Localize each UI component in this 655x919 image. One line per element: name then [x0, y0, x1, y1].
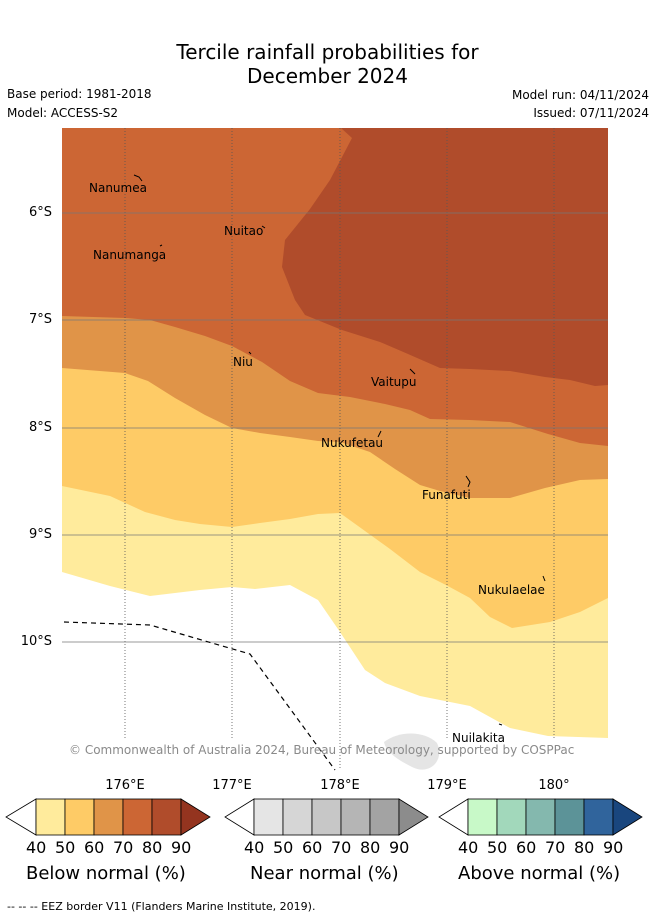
lon-label-179e: 179°E — [427, 778, 467, 793]
cb-below-tick-70: 70 — [113, 838, 134, 857]
model-name: Model: ACCESS-S2 — [7, 106, 119, 120]
place-niu: Niu — [233, 355, 253, 369]
below-normal-80-90-region — [282, 128, 608, 386]
place-nuitao: Nuitao — [224, 224, 264, 238]
cb-below-title: Below normal (%) — [26, 863, 186, 884]
island-marks — [133, 174, 546, 726]
island-nukufetau-mark — [377, 430, 382, 438]
colorbar-above-normal-swatch-1 — [467, 798, 498, 836]
map-lat-lines — [62, 212, 608, 643]
lon-label-180: 180° — [538, 778, 570, 793]
colorbar-above-normal-swatch-5 — [583, 798, 614, 836]
lon-label-178e: 178°E — [320, 778, 360, 793]
colorbar-below-normal-swatch-5 — [151, 798, 182, 836]
place-nanumea: Nanumea — [89, 181, 147, 195]
eez-legend: -- -- -- EEZ border V11 (Flanders Marine… — [7, 900, 316, 913]
colorbars-graphic — [5, 798, 643, 836]
colorbar-near-normal-swatch-5 — [369, 798, 400, 836]
colorbar-below-normal-over-arrow — [180, 798, 211, 836]
cb-above-tick-60: 60 — [516, 838, 537, 857]
cb-below-tick-60: 60 — [84, 838, 105, 857]
near-normal-patch — [384, 733, 440, 770]
model-run: Model run: 04/11/2024 — [511, 88, 649, 102]
island-nanumanga-mark — [159, 244, 163, 247]
colorbar-above-normal-swatch-3 — [525, 798, 556, 836]
title-line-1: Tercile rainfall probabilities for — [176, 40, 479, 64]
island-vaitupu-mark — [409, 368, 416, 375]
colorbar-below-normal-swatch-3 — [93, 798, 124, 836]
cb-above-title: Above normal (%) — [458, 863, 621, 884]
cb-below-tick-90: 90 — [171, 838, 192, 857]
place-nukufetau: Nukufetau — [321, 436, 384, 450]
base-period: Base period: 1981-2018 — [7, 87, 152, 101]
lat-label-7s: 7°S — [28, 312, 52, 327]
map-title: Tercile rainfall probabilities for Decem… — [0, 40, 655, 88]
colorbar-below-normal-swatch-2 — [64, 798, 95, 836]
place-nukulaelae: Nukulaelae — [478, 583, 545, 597]
cb-near-tick-40: 40 — [244, 838, 265, 857]
cb-below-tick-40: 40 — [26, 838, 47, 857]
island-nukulaelae-mark — [542, 575, 546, 582]
colorbar-below-normal-under-arrow — [5, 798, 37, 836]
colorbar-above-normal-under-arrow — [438, 798, 469, 836]
island-nuilakita-mark — [498, 723, 503, 726]
island-nuitao-mark — [261, 225, 266, 229]
cb-below-tick-50: 50 — [55, 838, 76, 857]
colorbar-near-normal-over-arrow — [398, 798, 429, 836]
issued-date: Issued: 07/11/2024 — [533, 106, 649, 120]
title-line-2: December 2024 — [247, 64, 408, 88]
lon-label-177e: 177°E — [212, 778, 252, 793]
colorbar-below-normal-swatch-1 — [35, 798, 66, 836]
place-funafuti: Funafuti — [422, 488, 471, 502]
colorbar-above-normal — [438, 798, 643, 836]
colorbar-near-normal — [224, 798, 429, 836]
cb-near-tick-90: 90 — [389, 838, 410, 857]
island-niu-mark — [248, 351, 252, 355]
colorbar-above-normal-swatch-4 — [554, 798, 585, 836]
colorbar-above-normal-over-arrow — [612, 798, 643, 836]
colorbar-below-normal-swatch-4 — [122, 798, 153, 836]
cb-near-tick-50: 50 — [273, 838, 294, 857]
lat-label-10s: 10°S — [20, 634, 52, 649]
place-vaitupu: Vaitupu — [371, 375, 417, 389]
colorbar-above-normal-swatch-2 — [496, 798, 527, 836]
colorbar-near-normal-under-arrow — [224, 798, 255, 836]
cb-below-tick-80: 80 — [142, 838, 163, 857]
colorbar-near-normal-swatch-3 — [311, 798, 342, 836]
cb-above-tick-50: 50 — [487, 838, 508, 857]
cb-above-tick-40: 40 — [458, 838, 479, 857]
colorbar-near-normal-swatch-2 — [282, 798, 313, 836]
place-nanumanga: Nanumanga — [93, 248, 167, 262]
lon-label-176e: 176°E — [105, 778, 145, 793]
island-funafuti-mark — [465, 475, 471, 488]
cb-near-tick-60: 60 — [302, 838, 323, 857]
lat-label-6s: 6°S — [28, 205, 52, 220]
island-nanumea-mark — [133, 174, 143, 182]
lat-label-8s: 8°S — [28, 420, 52, 435]
colorbar-near-normal-swatch-4 — [340, 798, 371, 836]
colorbar-below-normal — [5, 798, 211, 836]
lat-label-9s: 9°S — [28, 527, 52, 542]
eez-border — [63, 621, 336, 771]
place-nuilakita: Nuilakita — [452, 731, 505, 745]
map-gridlines — [124, 128, 555, 770]
cb-above-tick-90: 90 — [603, 838, 624, 857]
copyright-notice: © Commonwealth of Australia 2024, Bureau… — [69, 743, 575, 757]
colorbar-near-normal-swatch-1 — [253, 798, 284, 836]
cb-near-tick-80: 80 — [360, 838, 381, 857]
cb-near-title: Near normal (%) — [250, 863, 399, 884]
cb-above-tick-80: 80 — [574, 838, 595, 857]
cb-above-tick-70: 70 — [545, 838, 566, 857]
cb-near-tick-70: 70 — [331, 838, 352, 857]
